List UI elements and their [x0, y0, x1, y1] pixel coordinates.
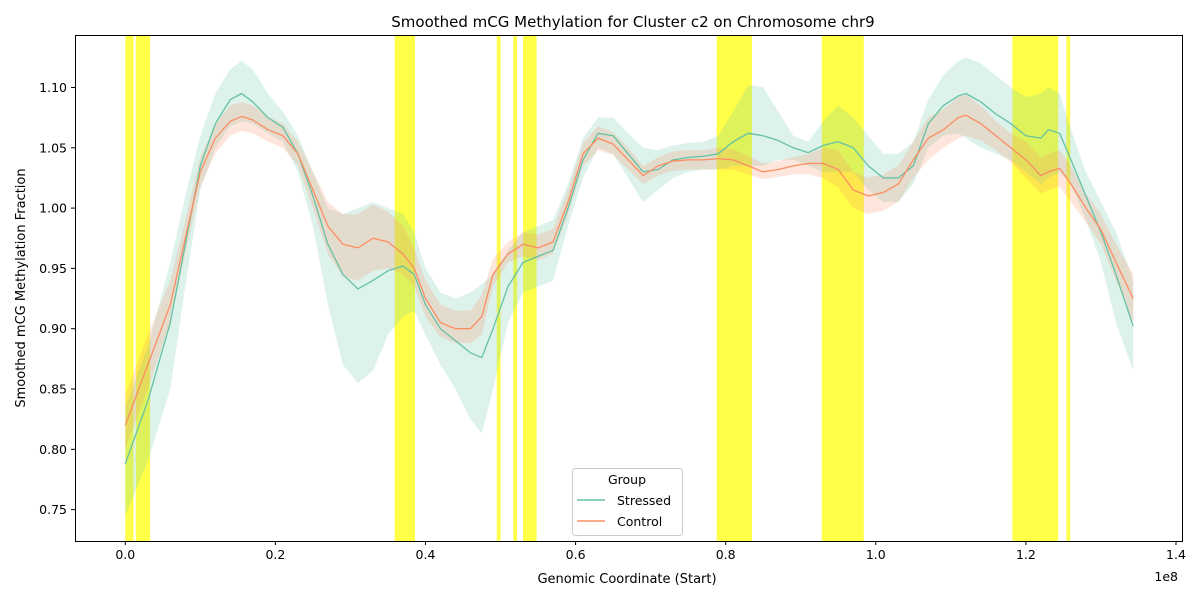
confidence-band-control — [125, 94, 1134, 450]
x-tick-label: 1.0 — [866, 547, 886, 562]
y-axis-label: Smoothed mCG Methylation Fraction — [14, 168, 29, 407]
y-tick-label: 0.95 — [39, 261, 67, 276]
legend-label-stressed: Stressed — [617, 493, 671, 508]
highlight-region — [1066, 35, 1071, 541]
highlight-region — [135, 35, 151, 541]
y-tick-label: 1.05 — [39, 140, 67, 155]
highlight-region — [716, 35, 752, 541]
plot-frame — [75, 35, 1183, 542]
y-tick-label: 0.90 — [39, 321, 67, 336]
x-axis: 0.0 0.2 0.4 0.6 0.8 1.0 1.2 1.4 — [115, 541, 1186, 562]
x-tick-label: 0.6 — [566, 547, 586, 562]
y-tick-label: 0.75 — [39, 502, 67, 517]
series-line-control — [124, 114, 1134, 426]
highlight-region — [1012, 35, 1059, 541]
y-tick-label: 1.00 — [39, 201, 67, 216]
legend-box — [572, 468, 683, 536]
series-line-stressed — [124, 92, 1134, 465]
highlight-region — [125, 35, 134, 541]
confidence-band-stressed — [125, 57, 1134, 516]
y-tick-label: 0.85 — [39, 382, 67, 397]
legend-title: Group — [608, 472, 646, 487]
confidence-bands — [125, 57, 1134, 516]
x-tick-label: 1.4 — [1166, 547, 1186, 562]
highlight-regions — [125, 35, 1071, 541]
x-tick-label: 1.2 — [1016, 547, 1036, 562]
x-axis-offset-text: 1e8 — [1154, 569, 1178, 584]
y-tick-label: 1.10 — [39, 80, 67, 95]
highlight-region — [394, 35, 415, 541]
x-tick-label: 0.0 — [115, 547, 135, 562]
chart-title: Smoothed mCG Methylation for Cluster c2 … — [391, 13, 874, 31]
highlight-region — [523, 35, 537, 541]
legend-label-control: Control — [617, 514, 662, 529]
x-tick-label: 0.4 — [416, 547, 436, 562]
x-tick-label: 0.2 — [265, 547, 285, 562]
highlight-region — [496, 35, 501, 541]
x-axis-label: Genomic Coordinate (Start) — [537, 572, 716, 587]
y-tick-label: 0.80 — [39, 442, 67, 457]
y-axis: 0.75 0.80 0.85 0.90 0.95 1.00 1.05 1.10 — [39, 80, 75, 517]
x-tick-label: 0.8 — [716, 547, 736, 562]
highlight-region — [821, 35, 864, 541]
highlight-region — [513, 35, 518, 541]
legend: Group Stressed Control — [572, 468, 683, 536]
series-lines — [124, 92, 1134, 465]
